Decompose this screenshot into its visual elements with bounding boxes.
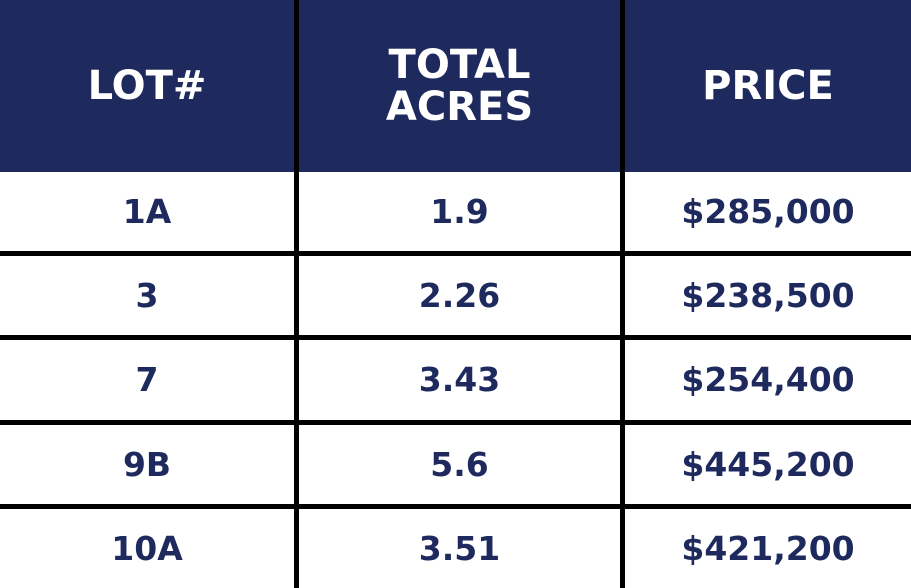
table-cell-text: 1.9 (430, 192, 489, 232)
header-cell-text: PRICE (702, 63, 834, 109)
table-cell-text: 2.26 (418, 276, 501, 316)
table-cell: 3.43 (299, 340, 620, 420)
table-cell: $238,500 (625, 256, 911, 336)
table-body: 1A 1.9 $285,000 3 2.26 $238,500 7 3.43 $254,400 9… (0, 172, 911, 588)
header-cell-text: LOT# (87, 63, 207, 109)
table-cell-text: 3.51 (418, 528, 501, 568)
table-cell: 2.26 (299, 256, 620, 336)
table-cell: 5.6 (299, 424, 620, 504)
table-cell: 1.9 (299, 172, 620, 252)
table-cell: 7 (0, 340, 294, 420)
header-cell: PRICE (625, 0, 911, 172)
table-cell-text: $285,000 (681, 192, 855, 232)
table-cell-text: 3 (135, 276, 159, 316)
table-cell-text: $445,200 (681, 444, 855, 484)
table-cell: 3 (0, 256, 294, 336)
table-cell: 9B (0, 424, 294, 504)
table-cell: $421,200 (625, 508, 911, 588)
table-cell-text: $254,400 (681, 360, 855, 400)
table-cell: $254,400 (625, 340, 911, 420)
header-cell-text: TOTAL ACRES (385, 42, 534, 130)
table-cell-text: 1A (122, 192, 172, 232)
table-cell-text: 5.6 (430, 444, 489, 484)
table-header: LOT# TOTAL ACRES PRICE (0, 0, 911, 172)
table-cell: $445,200 (625, 424, 911, 504)
table-cell-text: 9B (122, 444, 172, 484)
table-cell-text: $238,500 (681, 276, 855, 316)
header-cell: LOT# (0, 0, 294, 172)
header-cell: TOTAL ACRES (299, 0, 620, 172)
table-cell-text: 3.43 (418, 360, 501, 400)
table-cell-text: 10A (111, 528, 183, 568)
table-cell: 1A (0, 172, 294, 252)
table-cell-text: $421,200 (681, 528, 855, 568)
table-cell: $285,000 (625, 172, 911, 252)
table-cell-text: 7 (135, 360, 159, 400)
table-cell: 3.51 (299, 508, 620, 588)
table-cell: 10A (0, 508, 294, 588)
